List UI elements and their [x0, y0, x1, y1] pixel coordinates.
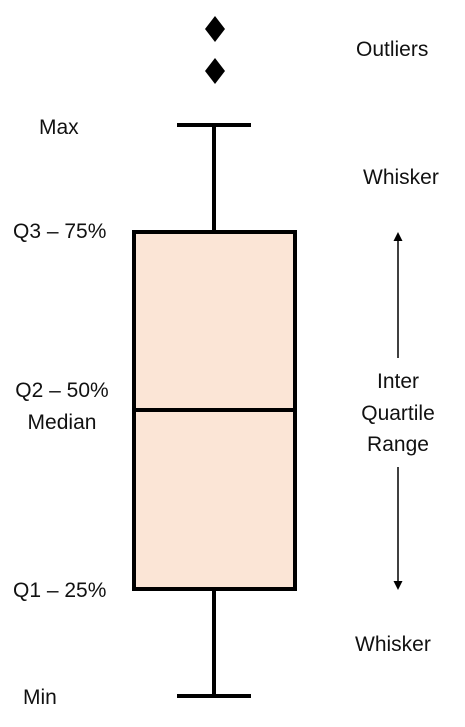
arrow-up-icon [393, 232, 403, 241]
whisker-top-label: Whisker [363, 166, 439, 189]
iqr-label-line3: Range [367, 433, 429, 456]
q1-label: Q1 – 25% [13, 579, 107, 602]
q2-label-line1: Q2 – 50% [15, 379, 109, 402]
outliers-label: Outliers [356, 38, 429, 61]
iqr-label-line2: Quartile [361, 402, 435, 425]
iqr-label-line1: Inter [376, 370, 420, 393]
outlier-diamond-icon-2 [205, 58, 225, 84]
q2-label-line2: Median [27, 411, 97, 434]
max-label: Max [39, 116, 79, 139]
arrow-down-icon [393, 581, 403, 590]
whisker-bottom-label: Whisker [355, 633, 431, 656]
min-label: Min [23, 686, 57, 709]
q3-label: Q3 – 75% [13, 220, 107, 243]
outlier-diamond-icon-1 [205, 16, 225, 42]
